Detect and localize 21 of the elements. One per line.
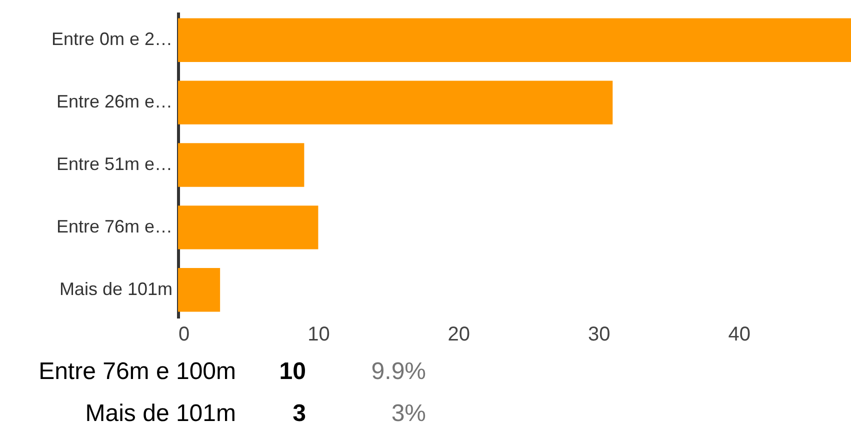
text: 3 (292, 400, 306, 428)
bar (178, 143, 304, 187)
text: Mais de 101m (84, 400, 236, 428)
y-tick-label: Entre 26m e… (56, 92, 172, 112)
text: 9.9% (370, 358, 426, 386)
y-tick-label: Entre 0m e 2… (51, 29, 172, 50)
x-tick-label: 20 (448, 324, 470, 346)
text: Entre 76m e 100m (38, 358, 236, 386)
bar (178, 18, 851, 62)
x-tick-label: 30 (588, 324, 610, 346)
x-tick-label: 0 (178, 324, 190, 346)
x-tick-label: 10 (308, 324, 330, 346)
y-tick-label: Mais de 101m (59, 278, 172, 299)
y-tick-label: Entre 51m e… (56, 154, 172, 174)
bar (178, 268, 220, 312)
y-tick-label: Entre 76m e… (56, 216, 172, 236)
bar (178, 80, 613, 124)
text: 10 (278, 358, 306, 386)
x-tick-label: 40 (728, 324, 750, 346)
bar (178, 206, 318, 250)
text: 3% (390, 400, 426, 428)
